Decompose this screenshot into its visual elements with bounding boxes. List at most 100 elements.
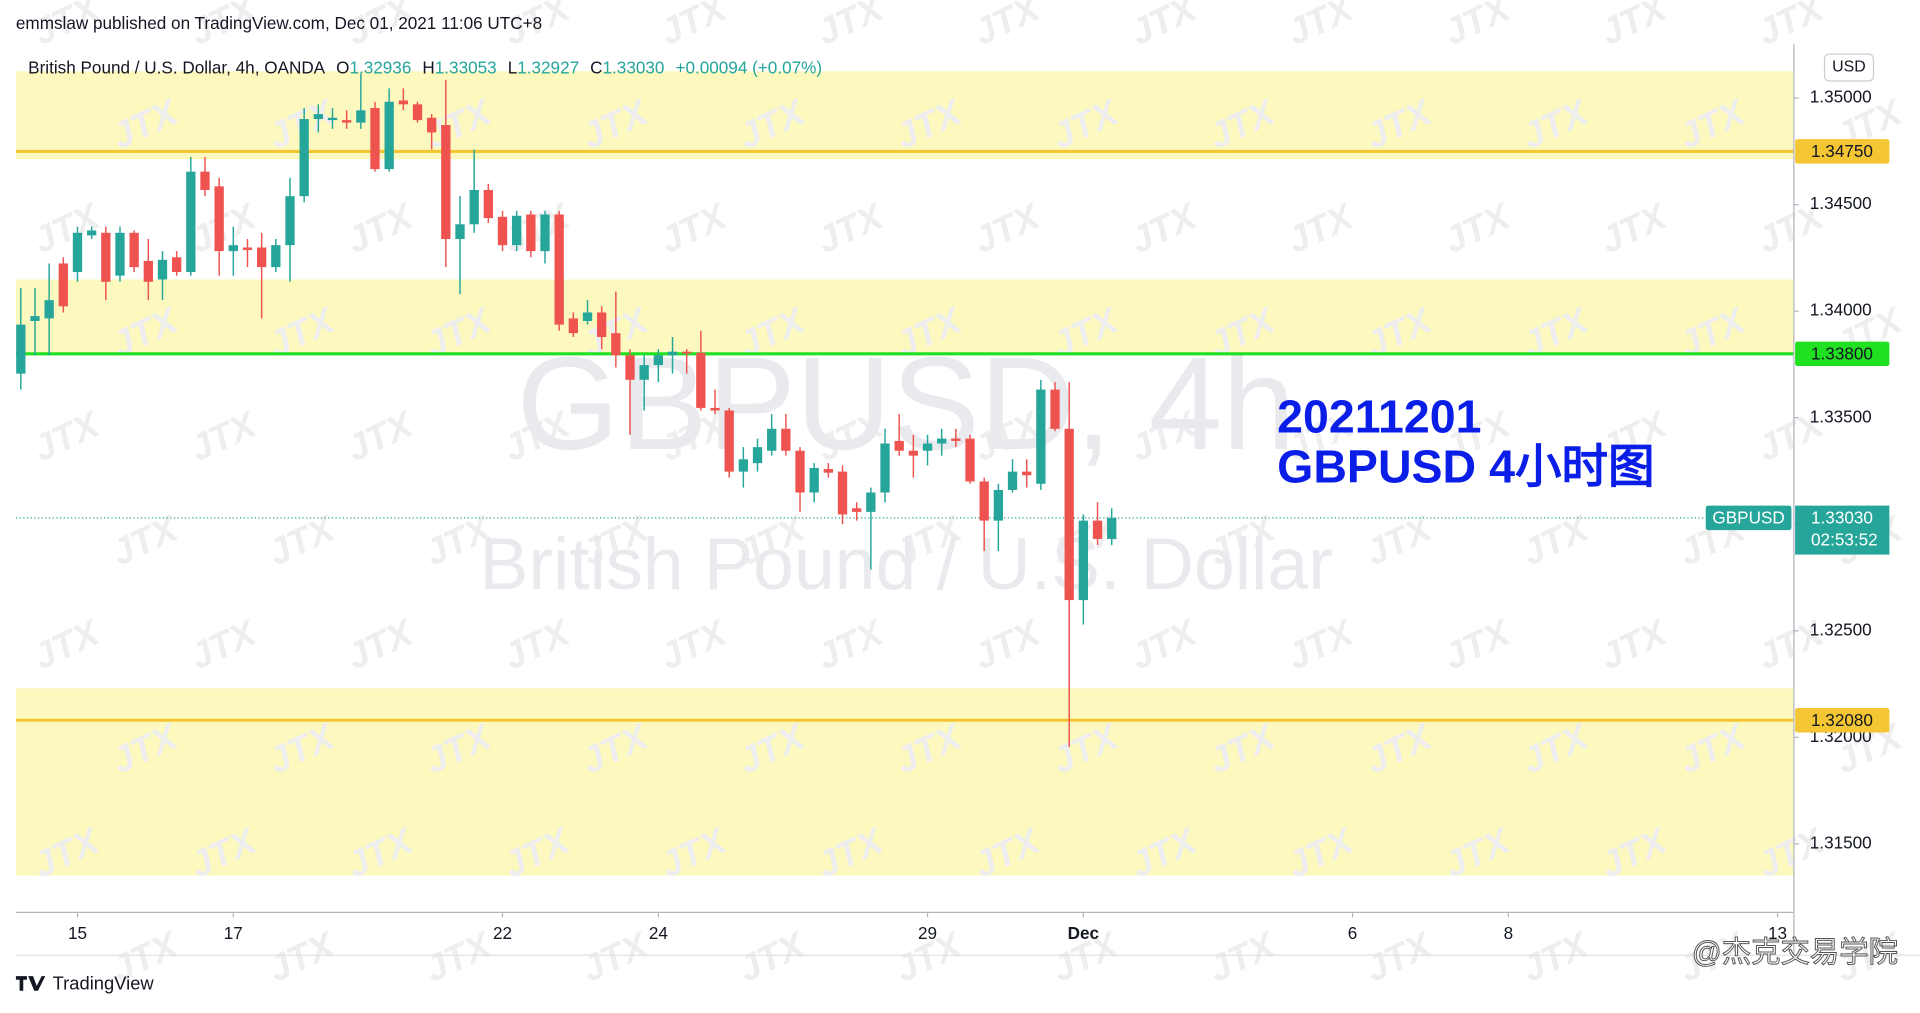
- candle-body: [1050, 389, 1060, 429]
- legend-item: 1.33053: [435, 57, 497, 77]
- candle-body: [242, 247, 253, 251]
- candle-body: [710, 407, 720, 411]
- x-tick-label: 22: [493, 923, 512, 943]
- currency-button[interactable]: [1823, 53, 1875, 82]
- candle-body: [752, 447, 763, 464]
- candle-body: [441, 124, 451, 239]
- candle-body: [327, 117, 338, 121]
- candle-body: [639, 365, 649, 380]
- candle-body: [143, 260, 153, 282]
- candle-body: [866, 492, 876, 512]
- legend-item: H: [422, 57, 434, 77]
- tradingview-logo: TradingView: [15, 973, 155, 994]
- legend-item: C: [590, 57, 602, 77]
- candle-body: [157, 259, 168, 280]
- legend-item: British Pound / U.S. Dollar, 4h, OANDA: [28, 57, 326, 77]
- candle-body: [837, 471, 848, 515]
- candle-body: [384, 101, 394, 170]
- candle-body: [597, 312, 607, 337]
- candle-body: [129, 232, 139, 268]
- candle-body: [16, 324, 26, 374]
- candle-body: [172, 257, 182, 272]
- symbol-tag: [1705, 505, 1792, 531]
- plot: [15, 73, 1799, 918]
- candle-body: [271, 245, 281, 268]
- candle-body: [1107, 517, 1117, 539]
- candle-body: [738, 459, 749, 472]
- x-tick-label: 15: [68, 923, 87, 943]
- level-label: 1.33800: [1811, 344, 1873, 364]
- candle-body: [455, 224, 465, 239]
- candle-body: [568, 318, 578, 334]
- annotation: GBPUSD 4小时图: [1277, 441, 1654, 493]
- x-tick-label: 17: [224, 923, 243, 943]
- x-tick-label: 24: [649, 923, 669, 943]
- candle-body: [540, 214, 550, 252]
- candle-body: [469, 189, 479, 225]
- candle-body: [72, 232, 83, 272]
- level-label: 1.34750: [1811, 141, 1873, 161]
- x-tick-label: 29: [918, 923, 937, 943]
- logo-icon: [15, 976, 46, 991]
- zone: [15, 688, 1794, 876]
- candle-body: [823, 469, 834, 473]
- level-tag: [1795, 139, 1890, 164]
- candle-body: [101, 232, 111, 282]
- candle-body: [993, 489, 1004, 521]
- candle-body: [653, 355, 663, 366]
- candle-body: [58, 263, 68, 307]
- zone: [15, 71, 1794, 160]
- currency-label: USD: [1832, 59, 1866, 76]
- candle-body: [1022, 471, 1032, 476]
- candle-body: [299, 119, 309, 197]
- legend-item: 1.32936: [349, 57, 411, 77]
- legend-item: +0.00094 (+0.07%): [675, 57, 822, 77]
- candle-body: [412, 104, 423, 121]
- zone: [15, 279, 1794, 353]
- candle-body: [313, 114, 323, 120]
- candle-body: [767, 428, 777, 451]
- candle-body: [696, 352, 706, 408]
- y-tick-label: 1.33500: [1810, 406, 1872, 426]
- candle-body: [87, 230, 97, 236]
- candle-body: [228, 245, 238, 252]
- candle-body: [370, 107, 380, 170]
- annotation: 20211201: [1277, 390, 1481, 442]
- symbol-watermark: GBPUSD, 4h: [517, 330, 1296, 478]
- logo-text: TradingView: [53, 973, 155, 994]
- y-tick-label: 1.31500: [1810, 832, 1872, 852]
- candle-body: [682, 351, 692, 354]
- symbol-tag-label: GBPUSD: [1712, 508, 1784, 528]
- x-tick-label: Dec: [1068, 923, 1100, 943]
- legend-item: 1.33030: [603, 57, 665, 77]
- candle-body: [1064, 428, 1074, 601]
- countdown-label: 02:53:52: [1811, 530, 1878, 550]
- candle-body: [922, 443, 933, 451]
- x-tick-label: 6: [1348, 923, 1358, 943]
- candle-body: [1078, 520, 1089, 601]
- candle-body: [427, 117, 437, 133]
- candle-body: [1007, 471, 1018, 490]
- candle-body: [398, 100, 408, 105]
- candle-body: [186, 171, 196, 272]
- candle-body: [809, 468, 819, 493]
- level-tag: [1795, 708, 1890, 733]
- candle-body: [1036, 389, 1046, 484]
- candle-body: [852, 508, 862, 512]
- x-tick-label: 13: [1768, 923, 1787, 943]
- candle-body: [951, 438, 961, 441]
- candle-body: [625, 355, 635, 380]
- candle-body: [526, 214, 536, 252]
- candle-body: [1092, 520, 1103, 539]
- candle-body: [667, 351, 678, 356]
- level-label: 1.32080: [1811, 710, 1873, 730]
- publish-header: emmslaw published on TradingView.com, De…: [16, 13, 542, 33]
- description-watermark: British Pound / U.S. Dollar: [480, 522, 1333, 605]
- candle-body: [979, 481, 989, 521]
- candle-body: [894, 440, 904, 451]
- candle-body: [965, 438, 975, 482]
- candle-body: [115, 232, 125, 276]
- candle-body: [285, 196, 295, 246]
